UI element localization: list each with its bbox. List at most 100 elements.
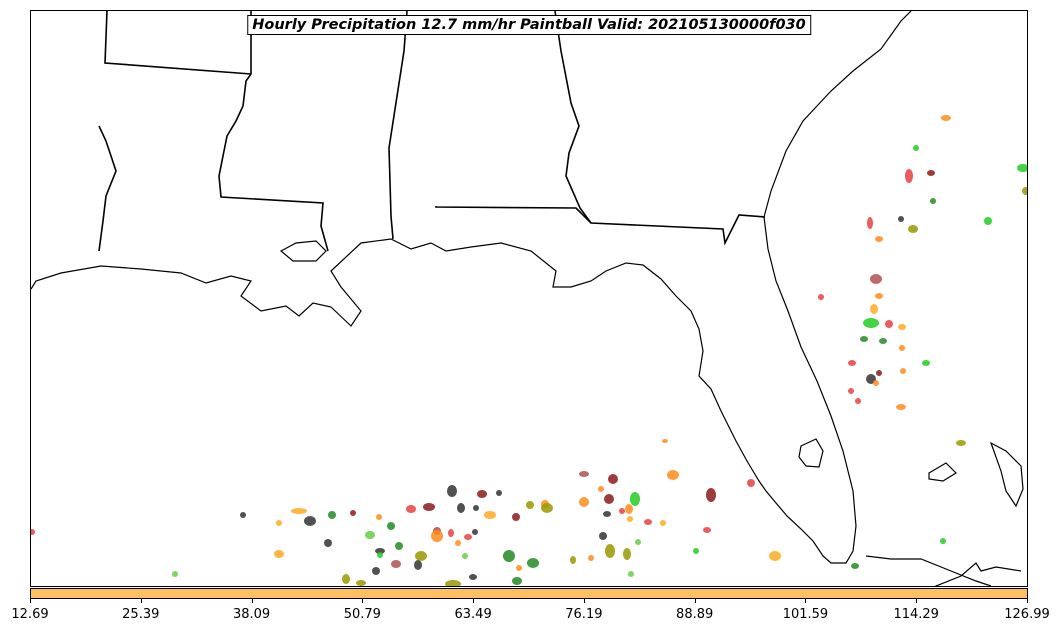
- colorbar-tick-label: 114.29: [893, 607, 939, 622]
- paintball-blob: [579, 471, 589, 477]
- paintball-blob: [31, 529, 35, 535]
- colorbar-tick-label: 25.39: [122, 607, 160, 622]
- paintball-blob: [900, 368, 906, 374]
- paintball-blob: [431, 530, 443, 542]
- paintball-blob: [356, 580, 366, 586]
- paintball-blob: [644, 519, 652, 525]
- paintball-blob: [956, 440, 966, 446]
- paintball-blob: [377, 552, 383, 558]
- paintball-blob: [414, 560, 422, 570]
- paintball-blob: [908, 225, 918, 233]
- colorbar-tick-label: 12.69: [11, 607, 49, 622]
- colorbar-tick-label: 101.59: [782, 607, 829, 622]
- paintball-blob: [324, 539, 332, 547]
- paintball-blob: [940, 538, 946, 544]
- paintball-blob: [660, 520, 666, 526]
- bahamas-andros: [928, 462, 957, 482]
- paintball-blob: [473, 505, 479, 511]
- paintball-blob: [627, 516, 633, 522]
- paintball-blob: [870, 304, 878, 314]
- paintball-blob: [941, 115, 951, 121]
- paintball-blob: [448, 529, 454, 537]
- paintball-blob: [898, 324, 906, 330]
- colorbar-tick: [362, 599, 364, 603]
- paintball-blob: [387, 522, 395, 530]
- paintball-blob: [598, 486, 604, 492]
- paintball-blob: [274, 550, 284, 558]
- paintball-blob: [342, 574, 350, 584]
- paintball-blob: [599, 532, 607, 540]
- paintball-blob: [876, 370, 882, 376]
- colorbar-tick: [805, 599, 807, 603]
- paintball-blob: [365, 531, 375, 539]
- paintball-blob: [927, 170, 935, 176]
- paintball-blob: [469, 574, 477, 580]
- paintball-blob: [423, 503, 435, 511]
- paintball-blob: [635, 539, 641, 545]
- paintball-blob: [848, 360, 856, 366]
- colorbar-tick: [140, 599, 142, 603]
- colorbar-tick: [1027, 599, 1028, 603]
- florida-keys: [865, 555, 992, 586]
- paintball-blob: [706, 488, 716, 502]
- paintball-blob: [462, 553, 468, 559]
- map-canvas: [31, 11, 1027, 587]
- map-panel: Hourly Precipitation 12.7 mm/hr Paintbal…: [30, 10, 1028, 587]
- paintball-blob: [172, 571, 178, 577]
- border-la-ms: [218, 11, 329, 252]
- paintball-blob: [503, 550, 515, 562]
- paintball-blob: [376, 514, 382, 520]
- paintball-blob: [291, 508, 307, 514]
- map-title: Hourly Precipitation 12.7 mm/hr Paintbal…: [247, 15, 811, 35]
- paintball-blob: [667, 470, 679, 480]
- paintball-blob: [625, 504, 633, 514]
- paintball-blob: [457, 503, 465, 513]
- paintball-blob: [447, 485, 457, 497]
- paintball-blob: [395, 542, 403, 550]
- paintball-blob: [304, 516, 316, 526]
- paintball-blob: [579, 497, 589, 507]
- paintball-blob: [899, 345, 905, 351]
- paintball-blob: [905, 169, 913, 183]
- paintball-blob: [818, 294, 824, 300]
- paintball-blob: [628, 571, 634, 577]
- paintball-blob: [527, 558, 539, 568]
- paintball-blob: [898, 216, 904, 222]
- paintball-blob: [855, 398, 861, 404]
- colorbar-tick: [916, 599, 918, 603]
- paintball-blob: [875, 236, 883, 242]
- bahamas-abaco: [989, 441, 1024, 508]
- paintball-blob: [484, 511, 496, 519]
- paintball-blob: [860, 336, 868, 342]
- paintball-blob: [603, 511, 611, 517]
- lake-pontchartrain: [279, 240, 327, 262]
- paintball-blob: [703, 527, 711, 533]
- state-borders: [98, 11, 766, 252]
- colorbar-tick-label: 38.09: [232, 607, 271, 622]
- paintball-blob: [941, 586, 949, 587]
- coastlines: [31, 11, 1024, 586]
- colorbar: [30, 588, 1028, 599]
- border-al-fl: [435, 206, 766, 246]
- paintball-blob: [391, 560, 401, 568]
- paintball-blob: [512, 513, 520, 521]
- paintball-blob: [464, 534, 472, 540]
- cuba-north: [934, 562, 1022, 586]
- paintball-blob: [605, 544, 615, 558]
- paintball-blob: [375, 548, 385, 554]
- paintball-blob: [662, 439, 668, 443]
- paintball-blob: [350, 510, 356, 516]
- paintball-blob: [516, 565, 522, 571]
- paintball-blob: [885, 320, 893, 328]
- paintball-blob: [851, 563, 859, 569]
- paintball-blob: [477, 490, 487, 498]
- paintball-blob: [630, 492, 640, 506]
- paintball-blob: [693, 548, 699, 554]
- paintball-blob: [879, 338, 887, 344]
- colorbar-tick: [583, 599, 585, 603]
- colorbar-tick-label: 126.99: [1004, 607, 1050, 622]
- paintball-blob: [604, 494, 614, 504]
- colorbar-tick-label: 63.49: [454, 607, 492, 622]
- paintball-blob: [922, 360, 930, 366]
- paintball-blob: [541, 503, 553, 513]
